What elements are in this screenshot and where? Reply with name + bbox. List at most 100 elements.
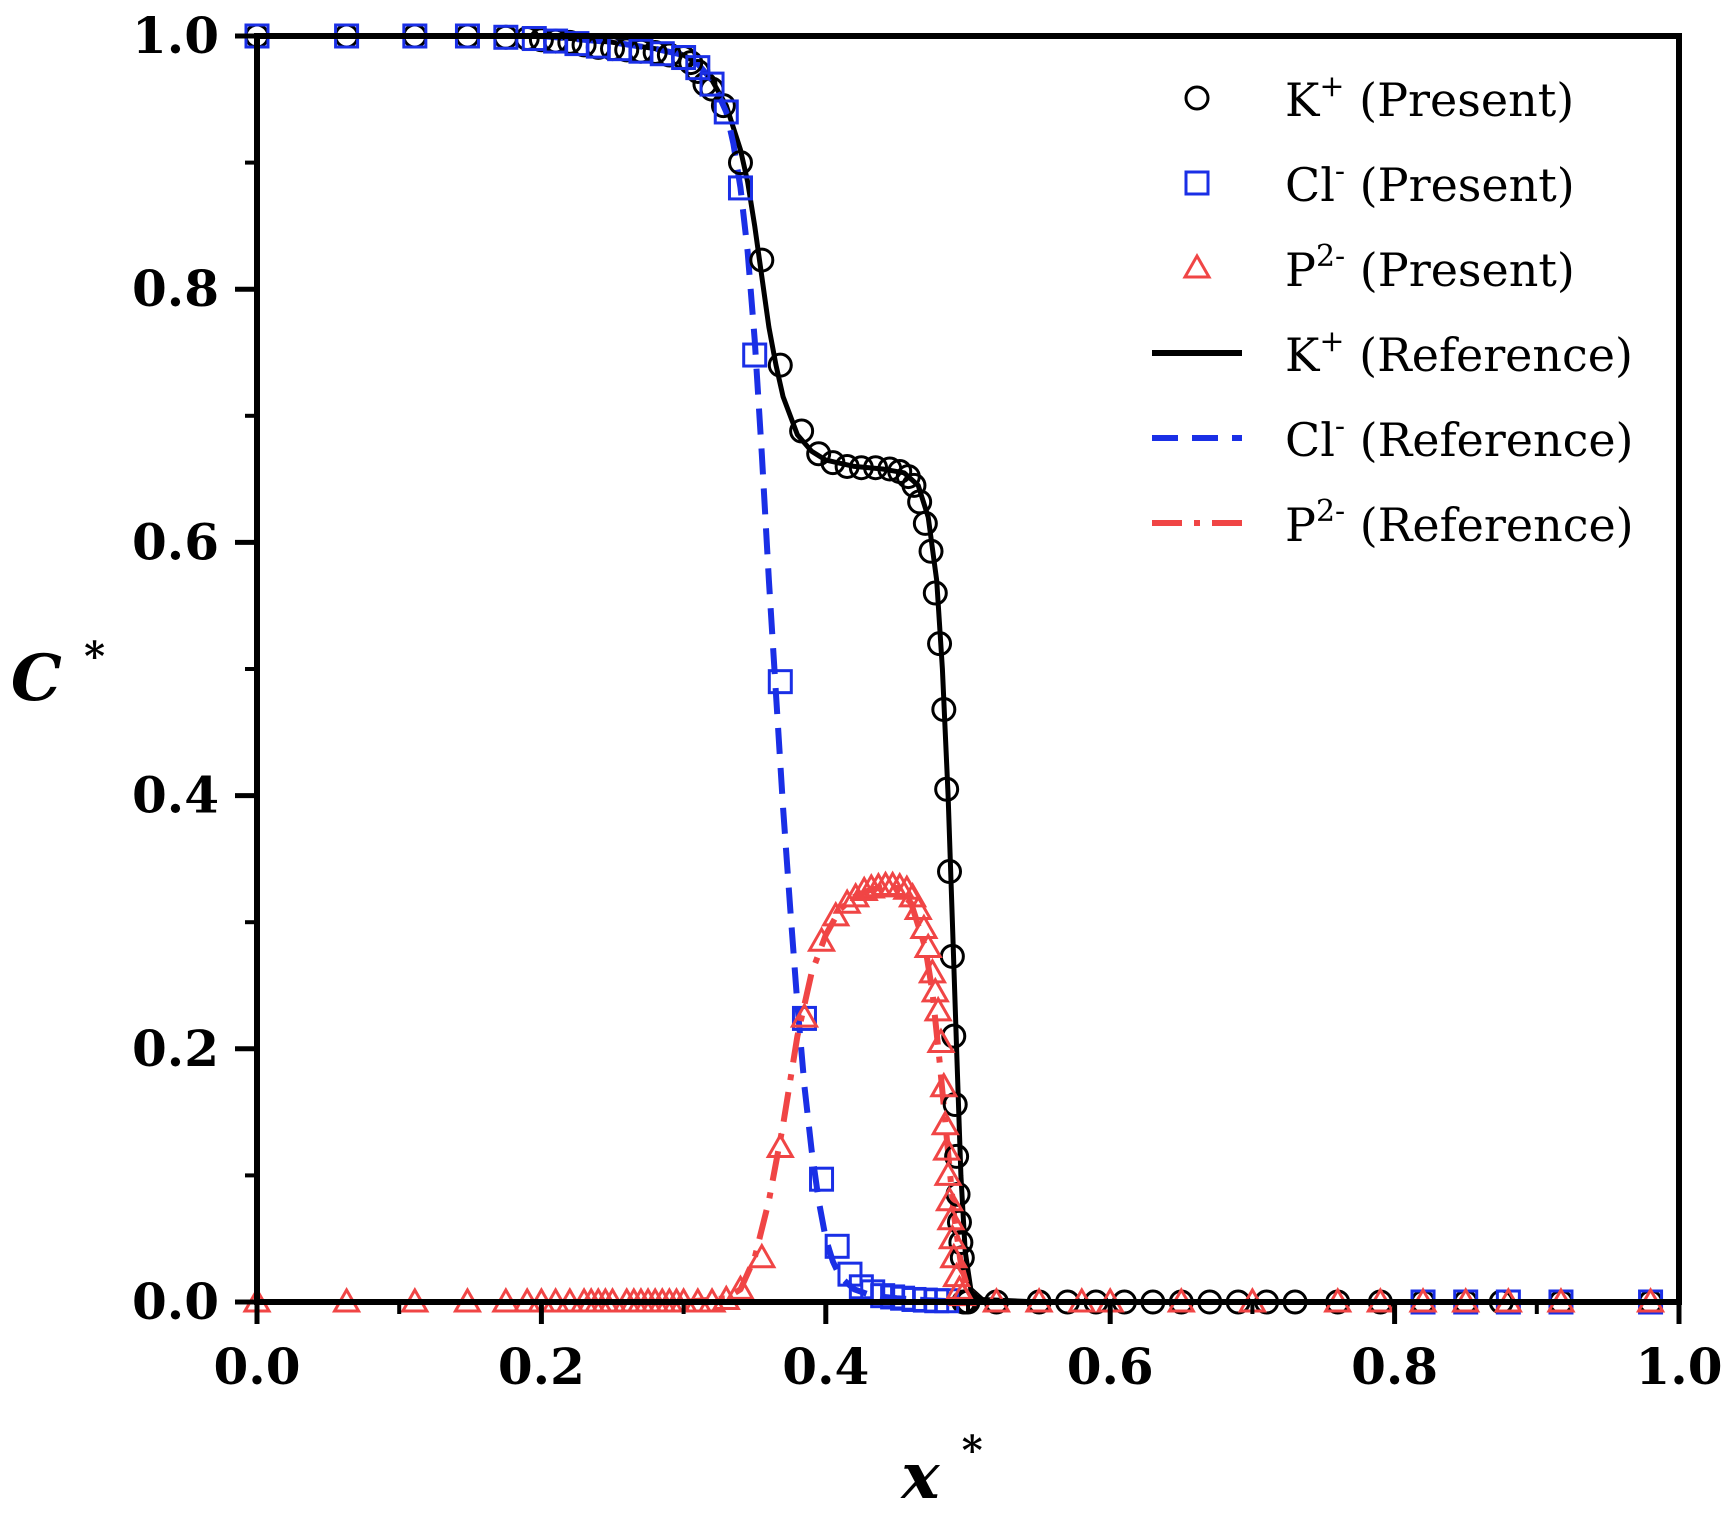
data-point [927, 631, 953, 657]
x-axis-title: x * [899, 1427, 982, 1514]
y-tick-label: 0.8 [132, 259, 219, 318]
y-axis-title-superscript: * [84, 633, 105, 680]
x-tick-label: 0.0 [214, 1337, 301, 1396]
legend: K+ (Present)Cl- (Present)P2- (Present)K+… [1152, 69, 1634, 552]
data-point [848, 455, 874, 481]
data-point [923, 995, 953, 1022]
legend-label-suffix: (Reference) [1345, 413, 1633, 467]
x-tick-label: 0.4 [782, 1337, 869, 1396]
data-point [937, 859, 963, 885]
data-point [942, 1261, 972, 1288]
data-point [933, 1160, 963, 1186]
data-point [926, 1027, 956, 1053]
plot-frame [254, 33, 1682, 1305]
x-tick-label: 0.6 [1067, 1337, 1154, 1396]
data-point [824, 1233, 850, 1259]
legend-label-superscript: + [1319, 324, 1344, 359]
y-tick-label: 0.4 [132, 766, 219, 825]
legend-label-base: P [1285, 498, 1316, 552]
data-point [749, 247, 775, 273]
legend-label: Cl- (Present) [1285, 154, 1575, 212]
data-point [767, 352, 793, 378]
legend-label-suffix: (Reference) [1345, 328, 1633, 382]
legend-label-superscript: - [1335, 409, 1345, 444]
data-point [713, 99, 739, 125]
data-point [948, 1229, 974, 1255]
x-tick-label: 0.8 [1351, 1337, 1438, 1396]
data-point [747, 1242, 777, 1269]
legend-label-base: Cl [1285, 158, 1335, 212]
legend-item: K+ (Reference) [1152, 324, 1633, 382]
data-point [913, 932, 943, 959]
legend-label-suffix: (Present) [1345, 158, 1575, 212]
x-axis: 0.0 0.2 0.4 0.6 0.8 1.0 [214, 1302, 1723, 1396]
series-line-0 [257, 33, 1679, 1305]
legend-label-suffix: (Reference) [1345, 498, 1633, 552]
y-axis-title-base: C [11, 641, 62, 716]
legend-label-superscript: + [1319, 69, 1344, 104]
data-point [934, 776, 960, 802]
data-point [834, 453, 860, 479]
data-point [806, 926, 837, 952]
y-tick-label: 0.2 [132, 1019, 219, 1078]
x-tick-label: 0.2 [498, 1337, 585, 1396]
y-tick-label: 1.0 [132, 6, 219, 65]
data-point [806, 441, 832, 467]
legend-item: Cl- (Present) [1184, 154, 1575, 212]
y-tick-label: 0.0 [132, 1272, 219, 1331]
x-tick-label: 1.0 [1636, 1337, 1723, 1396]
data-point [820, 450, 846, 476]
data-point [901, 472, 927, 498]
legend-label-suffix: (Present) [1345, 73, 1575, 127]
data-point [767, 669, 793, 695]
data-point [685, 55, 711, 81]
series-line-2 [257, 883, 1679, 1305]
legend-label-superscript: - [1335, 154, 1345, 189]
legend-label-suffix: (Present) [1345, 243, 1575, 297]
data-point [903, 894, 933, 921]
marker-series-0 [244, 23, 1664, 1315]
y-axis-title: C * [11, 633, 105, 716]
data-point [944, 1143, 970, 1169]
legend-symbol [1184, 85, 1210, 111]
data-point [727, 175, 753, 201]
marker-series-1 [244, 23, 1664, 1315]
data-point [930, 1109, 960, 1136]
legend-label: Cl- (Reference) [1285, 409, 1634, 467]
data-point [922, 580, 948, 606]
legend-label: K+ (Reference) [1285, 324, 1633, 382]
legend-symbol [1184, 170, 1210, 196]
legend-label-superscript: 2- [1316, 494, 1345, 529]
legend-item: P2- (Present) [1182, 239, 1575, 297]
data-point [929, 1071, 959, 1098]
data-point [912, 510, 938, 536]
x-axis-title-superscript: * [962, 1427, 983, 1474]
data-point [727, 150, 753, 176]
series-line-1 [257, 33, 1679, 1305]
data-point [946, 1209, 972, 1235]
legend-label-base: P [1285, 243, 1316, 297]
data-point [699, 71, 725, 97]
data-point [885, 871, 915, 898]
legend-label: P2- (Reference) [1285, 494, 1634, 552]
y-axis: 0.0 0.2 0.4 0.6 0.8 1.0 [132, 6, 257, 1331]
data-point [918, 538, 944, 564]
data-point [789, 1002, 820, 1028]
data-point [832, 888, 862, 914]
legend-label-superscript: 2- [1316, 239, 1345, 274]
data-point [765, 1132, 795, 1159]
legend-item: K+ (Present) [1184, 69, 1575, 127]
data-point [932, 1135, 962, 1161]
data-point [742, 342, 768, 368]
legend-label: P2- (Present) [1285, 239, 1575, 297]
legend-symbol [1182, 252, 1212, 279]
data-point [931, 697, 957, 723]
data-point [789, 418, 815, 444]
legend-label-base: K [1285, 73, 1321, 127]
data-point [809, 1166, 835, 1192]
legend-item: P2- (Reference) [1152, 494, 1634, 552]
legend-label-base: K [1285, 328, 1321, 382]
legend-label-base: Cl [1285, 413, 1335, 467]
legend-item: Cl- (Reference) [1152, 409, 1634, 467]
